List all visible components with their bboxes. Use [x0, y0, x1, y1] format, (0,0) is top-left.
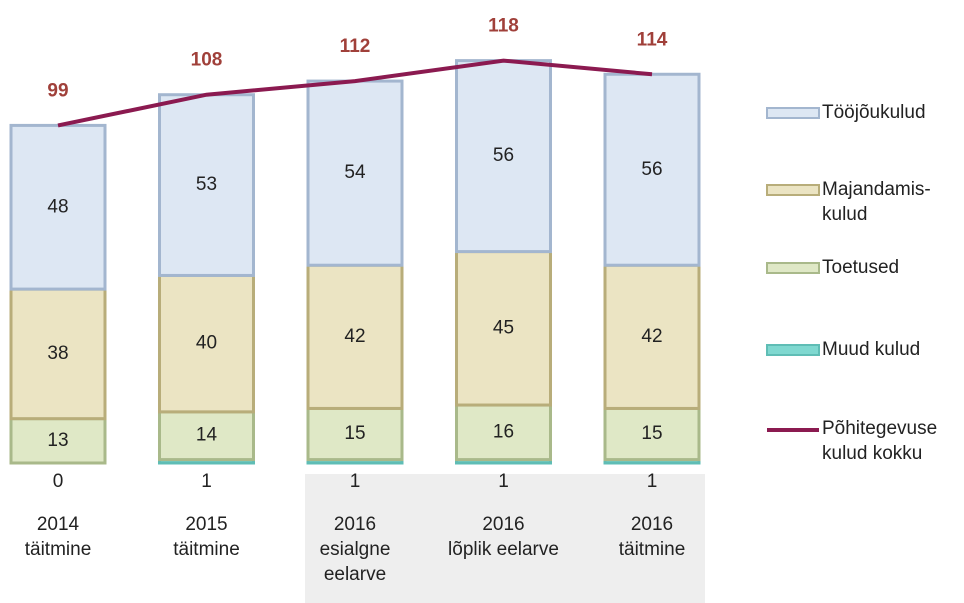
bar-segment — [603, 406, 701, 462]
value-label: 1 — [498, 471, 509, 492]
legend-swatch — [766, 344, 820, 356]
bar-segment — [158, 410, 255, 462]
value-label: 54 — [344, 162, 366, 183]
legend-swatch — [766, 262, 820, 274]
legend-label: Muud kulud — [822, 339, 921, 360]
value-label: 45 — [493, 317, 514, 338]
value-label: 38 — [47, 343, 68, 364]
value-label: 56 — [493, 145, 514, 166]
value-label: 1 — [350, 471, 361, 492]
value-label: 40 — [196, 333, 217, 354]
highlight-band — [305, 474, 705, 603]
legend-label: Põhitegevuse kulud kokku — [822, 418, 938, 464]
bar-segment — [9, 287, 107, 421]
value-label: 14 — [196, 425, 218, 446]
value-label: 53 — [196, 174, 217, 195]
value-label: 15 — [641, 423, 662, 444]
value-label: 56 — [641, 159, 662, 180]
bar-segment — [9, 123, 107, 291]
legend-swatch — [766, 184, 820, 196]
legend-label: Majandamis- kulud — [822, 179, 931, 225]
bar-segment — [455, 250, 552, 407]
bar-segment — [603, 263, 701, 410]
bar-segment — [455, 403, 552, 462]
value-label: 42 — [641, 326, 662, 347]
bar-segment — [158, 93, 255, 277]
total-label: 118 — [488, 16, 519, 37]
value-label: 1 — [647, 471, 658, 492]
x-tick-label: 2014 täitmine — [24, 514, 92, 560]
bar-segment — [306, 79, 404, 267]
legend-label: Tööjõukulud — [822, 102, 926, 123]
total-label: 112 — [340, 36, 371, 57]
x-tick-label: 2015 täitmine — [173, 514, 240, 560]
x-tick-label: 2016 esialgne eelarve — [319, 514, 391, 585]
legend-label: Toetused — [822, 257, 900, 278]
value-label: 42 — [344, 326, 365, 347]
value-label: 0 — [53, 471, 64, 492]
total-label: 108 — [191, 50, 223, 71]
value-label: 15 — [344, 423, 365, 444]
bar-segment — [603, 72, 701, 267]
bar-segment — [306, 406, 404, 462]
value-label: 13 — [47, 430, 68, 451]
total-line — [57, 58, 653, 128]
value-label: 48 — [47, 196, 68, 217]
bar-segment — [158, 273, 255, 414]
bar-segment — [306, 263, 404, 410]
x-tick-label: 2016 täitmine — [618, 514, 686, 560]
total-label: 114 — [637, 29, 668, 50]
legend-swatch — [766, 107, 820, 119]
x-tick-label: 2016 lõplik eelarve — [448, 514, 559, 560]
bar-segment — [9, 417, 107, 465]
value-label: 16 — [493, 421, 514, 442]
total-label: 99 — [47, 80, 68, 101]
value-label: 1 — [201, 471, 212, 492]
